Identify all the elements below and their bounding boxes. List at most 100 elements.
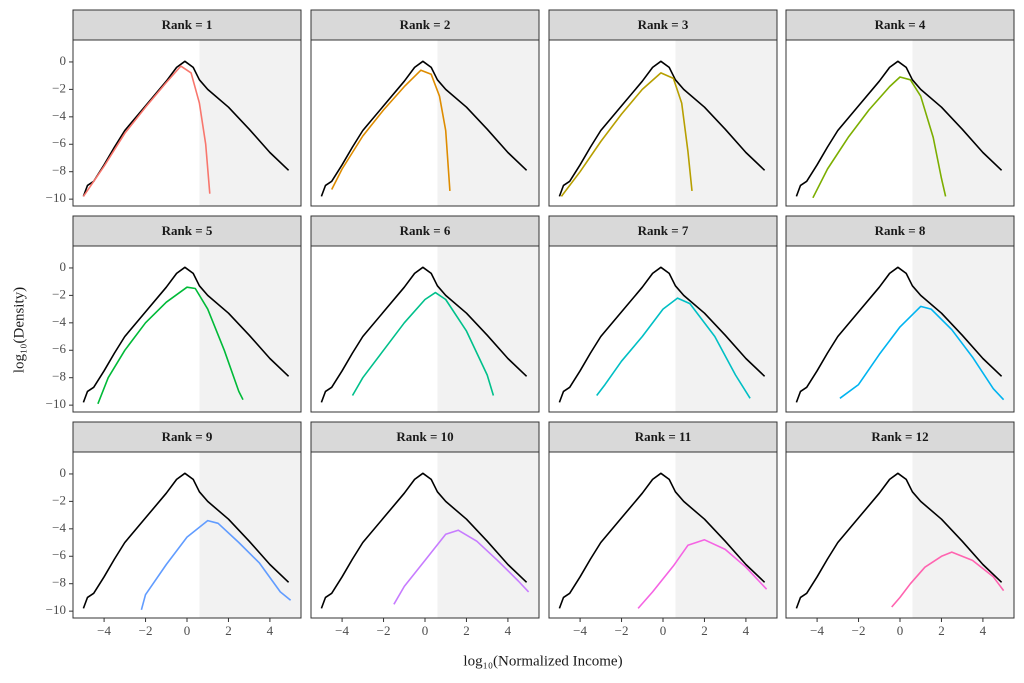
line: [795, 266, 1003, 403]
shaded-region: [437, 246, 539, 412]
strip: [310, 9, 540, 41]
line: [393, 529, 530, 605]
panel: Rank = 12 −4 −2 0 2 4: [785, 421, 1015, 638]
panel-border: [548, 245, 778, 413]
x-tick-label: 2: [938, 623, 945, 638]
line: [558, 472, 766, 609]
strip-title: Rank = 5: [162, 223, 213, 238]
panel-border: [72, 39, 302, 207]
strip: [785, 421, 1015, 453]
line: [140, 519, 292, 611]
shaded-region: [912, 452, 1014, 618]
panel-border: [310, 245, 540, 413]
y-tick-label: 0: [60, 53, 67, 68]
strip-title: Rank = 9: [162, 429, 213, 444]
x-tick-label: 2: [701, 623, 708, 638]
y-tick-label: −10: [46, 602, 66, 617]
y-tick-label: −8: [52, 575, 66, 590]
x-tick-label: 0: [660, 623, 667, 638]
panel-border: [785, 39, 1015, 207]
x-tick-label: 4: [505, 623, 512, 638]
y-tick-label: −8: [52, 163, 66, 178]
panel: Rank = 11 −4 −2 0 2 4: [548, 421, 778, 638]
panel: Rank = 6: [310, 215, 540, 413]
shaded-region: [912, 40, 1014, 206]
x-tick-label: 4: [267, 623, 274, 638]
y-tick-label: −4: [52, 314, 66, 329]
y-tick-label: −2: [52, 80, 66, 95]
x-tick-label: −4: [810, 623, 824, 638]
panel-border: [72, 245, 302, 413]
panel: Rank = 10 −4 −2 0 2 4: [310, 421, 540, 638]
strip-title: Rank = 12: [871, 429, 928, 444]
line: [558, 266, 766, 403]
shaded-region: [912, 246, 1014, 412]
strip-title: Rank = 2: [400, 17, 451, 32]
strip-title: Rank = 6: [400, 223, 451, 238]
line: [351, 291, 495, 396]
y-tick-label: −6: [52, 341, 66, 356]
shaded-region: [437, 40, 539, 206]
strip: [548, 215, 778, 247]
strip-title: Rank = 4: [875, 17, 926, 32]
shaded-region: [675, 452, 777, 618]
x-tick-label: 0: [897, 623, 904, 638]
panel: Rank = 7: [548, 215, 778, 413]
y-tick-label: −6: [52, 135, 66, 150]
shaded-region: [437, 452, 539, 618]
x-tick-label: −2: [852, 623, 866, 638]
x-tick-label: 2: [463, 623, 470, 638]
line: [330, 69, 451, 191]
strip: [785, 215, 1015, 247]
line: [795, 60, 1003, 197]
panel: Rank = 2: [310, 9, 540, 207]
line: [82, 472, 290, 609]
line: [82, 266, 290, 403]
strip: [72, 215, 302, 247]
y-tick-label: −10: [46, 396, 66, 411]
y-tick-label: −2: [52, 492, 66, 507]
strip: [548, 9, 778, 41]
y-tick-label: −4: [52, 108, 66, 123]
line: [97, 286, 244, 405]
line: [82, 65, 211, 197]
y-tick-label: −8: [52, 369, 66, 384]
y-tick-label: 0: [60, 259, 67, 274]
x-tick-label: 4: [980, 623, 987, 638]
x-axis-title: log₁₀(Normalized Income): [463, 653, 622, 669]
strip-title: Rank = 10: [396, 429, 453, 444]
panel: Rank = 4: [785, 9, 1015, 207]
line: [320, 472, 528, 609]
strip: [72, 9, 302, 41]
x-tick-label: −4: [97, 623, 111, 638]
x-tick-label: 0: [184, 623, 191, 638]
x-tick-label: −2: [615, 623, 629, 638]
line: [891, 551, 1005, 608]
y-tick-label: 0: [60, 465, 67, 480]
line: [320, 266, 528, 403]
panel: Rank = 1 0 −2 −4 −6 −8 −10: [46, 9, 302, 207]
strip-title: Rank = 8: [875, 223, 926, 238]
panel-border: [785, 245, 1015, 413]
line: [560, 72, 693, 197]
y-tick-label: −6: [52, 547, 66, 562]
y-tick-label: −10: [46, 190, 66, 205]
x-tick-label: 0: [422, 623, 429, 638]
line: [558, 60, 766, 197]
shaded-region: [199, 452, 301, 618]
x-tick-label: 2: [225, 623, 232, 638]
line: [839, 305, 1005, 401]
x-tick-label: −4: [573, 623, 587, 638]
panel-border: [310, 39, 540, 207]
x-tick-label: −4: [335, 623, 349, 638]
x-tick-label: −2: [377, 623, 391, 638]
strip-title: Rank = 11: [635, 429, 692, 444]
strip-title: Rank = 3: [638, 17, 689, 32]
shaded-region: [675, 40, 777, 206]
line: [812, 76, 947, 199]
shaded-region: [199, 246, 301, 412]
line: [637, 539, 768, 609]
y-axis-title: log₁₀(Density): [11, 287, 27, 373]
x-tick-label: 4: [743, 623, 750, 638]
